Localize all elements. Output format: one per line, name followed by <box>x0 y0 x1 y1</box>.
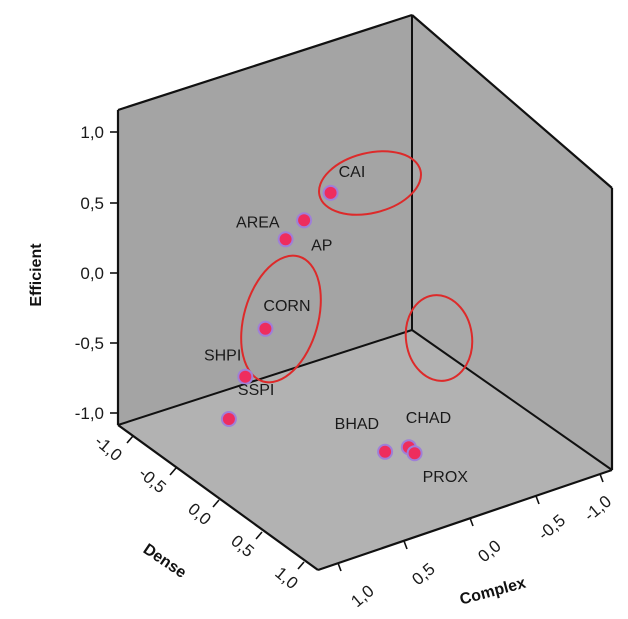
point-label-area: AREA <box>236 214 280 231</box>
efficient-axis-title: Efficient <box>28 243 45 307</box>
scatter-point-bhad <box>378 445 392 459</box>
tick-mark-x-4 <box>536 496 539 504</box>
tick-mark-z-5 <box>298 562 304 569</box>
point-label-cai: CAI <box>339 164 366 181</box>
point-label-sspi: SSPI <box>238 382 274 399</box>
complex-tick-label: -1,0 <box>580 492 615 525</box>
dense-tick-label: 1,0 <box>271 563 301 593</box>
complex-tick-label: 0,5 <box>408 559 438 589</box>
efficient-tick-label: 1,0 <box>80 123 104 142</box>
scatter-point-corn <box>258 322 272 336</box>
efficient-tick-marks <box>110 132 118 413</box>
efficient-tick-label: 0,5 <box>80 194 104 213</box>
dense-tick-label: -0,5 <box>135 464 170 497</box>
scatter-point-sspi <box>222 412 236 426</box>
tick-mark-x-1 <box>338 563 341 571</box>
point-label-corn: CORN <box>263 298 310 315</box>
complex-tick-label: 0,0 <box>474 536 504 566</box>
scatter-point-ap <box>297 213 311 227</box>
point-label-bhad: BHAD <box>335 416 379 433</box>
point-label-ap: AP <box>311 237 332 254</box>
tick-mark-z-3 <box>213 500 219 507</box>
dense-tick-label: 0,5 <box>227 531 257 561</box>
tick-mark-x-5 <box>600 474 603 482</box>
scatter-point-prox <box>408 446 422 460</box>
complex-axis-title: Complex <box>458 575 528 609</box>
point-label-shpi: SHPI <box>204 348 241 365</box>
complex-tick-label: 1,0 <box>347 581 377 611</box>
tick-mark-x-3 <box>470 518 473 526</box>
point-label-chad: CHAD <box>406 410 451 427</box>
efficient-tick-label: -1,0 <box>75 404 104 423</box>
dense-axis-title: Dense <box>140 541 189 582</box>
dense-tick-label: 0,0 <box>184 499 214 529</box>
complex-tick-label: -0,5 <box>534 511 569 544</box>
tick-mark-z-1 <box>127 436 133 443</box>
scatter-point-area <box>279 232 293 246</box>
dense-tick-label: -1,0 <box>91 432 126 465</box>
tick-mark-z-4 <box>256 532 262 539</box>
tick-mark-z-2 <box>170 468 176 475</box>
efficient-tick-label: -0,5 <box>75 334 104 353</box>
point-label-prox: PROX <box>423 469 469 486</box>
tick-mark-x-2 <box>404 541 407 549</box>
scatter-point-cai <box>324 186 338 200</box>
efficient-tick-label: 0,0 <box>80 264 104 283</box>
